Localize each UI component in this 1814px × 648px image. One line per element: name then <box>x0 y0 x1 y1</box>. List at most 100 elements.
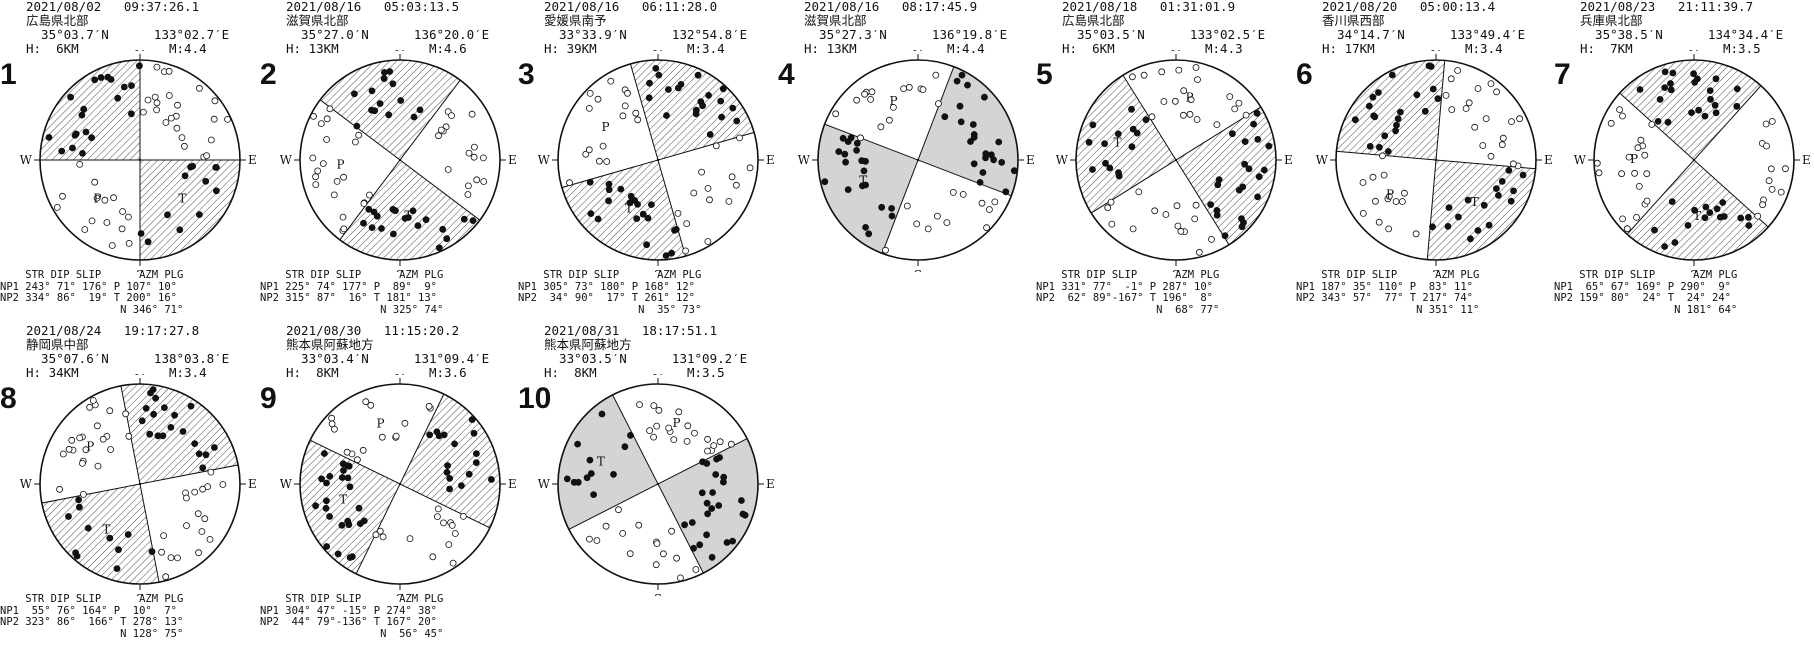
p-axis-label: P <box>1386 188 1394 202</box>
polarity-down <box>340 225 348 233</box>
quadrant-b <box>1594 60 1788 160</box>
polarity-down <box>660 550 667 558</box>
stereonet-plot: N S E W P T <box>798 50 1035 272</box>
polarity-down <box>445 541 453 549</box>
polarity-up <box>1744 213 1752 221</box>
label-north: N <box>135 374 146 378</box>
quadrant-b <box>918 60 1018 211</box>
polarity-down <box>596 157 603 165</box>
nodal-plane-1: NP1 305° 73° 180° P 168° 12° <box>518 280 696 293</box>
polarity-down <box>101 196 109 204</box>
polarity-down <box>692 566 700 573</box>
compression-quadrants <box>300 60 500 260</box>
label-west: W <box>20 477 33 491</box>
polarity-up <box>106 534 114 542</box>
polarity-down <box>1191 215 1199 223</box>
quadrant-b <box>1336 60 1449 160</box>
polarity-up <box>1429 223 1436 231</box>
t-axis-label: T <box>597 455 605 469</box>
polarity-up <box>1668 198 1676 206</box>
event-datetime: 2021/08/30 11:15:20.2 <box>286 323 460 338</box>
polarity-down <box>1479 142 1487 149</box>
mechanism-parameters: STR DIP SLIP AZM PLG NP1 55° 76° 164° P 1… <box>0 593 183 640</box>
polarity-up <box>1421 107 1429 115</box>
label-south: S <box>396 268 404 272</box>
polarity-up <box>146 430 154 438</box>
polarity-up <box>82 128 90 136</box>
polarity-down <box>314 167 322 175</box>
polarity-down <box>674 209 682 217</box>
polarity-up <box>72 549 79 557</box>
polarity-down <box>650 402 658 410</box>
polarity-down <box>615 506 622 514</box>
label-north: N <box>913 50 924 54</box>
polarity-up <box>633 215 641 223</box>
polarity-down <box>1516 115 1524 123</box>
polarity-up <box>212 164 220 171</box>
polarity-down <box>636 401 643 409</box>
polarity-down <box>1194 76 1201 84</box>
event-card: 1 2021/08/02 09:37:26.1 広島県北部 35°03.7′N 13… <box>0 0 260 320</box>
polarity-down <box>99 435 107 443</box>
polarity-up <box>1429 85 1437 93</box>
polarity-up <box>1464 196 1472 204</box>
polarity-down <box>985 206 993 213</box>
polarity-up <box>1254 193 1262 201</box>
polarity-up <box>1690 70 1697 78</box>
polarity-up <box>990 156 998 164</box>
polarity-down <box>1767 165 1775 173</box>
polarity-down <box>933 212 941 220</box>
quadrant-a <box>818 109 918 260</box>
polarity-down <box>1213 121 1221 128</box>
polarity-up <box>708 553 716 561</box>
polarity-down <box>704 238 712 245</box>
event-depth-mag: H: 13KM M:4.4 <box>804 41 985 56</box>
polarity-down <box>650 433 657 441</box>
polarity-up <box>376 100 384 107</box>
polarity-up <box>605 186 613 194</box>
polarity-down <box>877 123 885 131</box>
polarity-down <box>1399 198 1406 205</box>
polarity-up <box>195 450 203 458</box>
polarity-down <box>434 505 442 513</box>
event-location: 35°07.6′N 138°03.8′E <box>26 351 230 366</box>
compression-quadrants <box>40 60 240 260</box>
polarity-down <box>646 427 653 434</box>
polarity-up <box>717 97 725 105</box>
polarity-up <box>323 543 330 550</box>
polarity-down <box>437 126 445 134</box>
polarity-up <box>1720 213 1728 220</box>
polarity-down <box>586 90 594 97</box>
polarity-down <box>675 408 683 416</box>
event-depth-mag: H: 6KM M:4.4 <box>26 41 207 56</box>
polarity-up <box>1733 102 1741 110</box>
polarity-up <box>1434 95 1442 103</box>
stereonet-plot: N S E W P T <box>280 374 517 596</box>
polarity-down <box>1375 218 1383 226</box>
polarity-down <box>91 178 99 186</box>
polarity-up <box>681 521 689 529</box>
polarity-up <box>645 94 653 102</box>
polarity-down <box>182 494 190 502</box>
polarity-up <box>839 134 847 142</box>
polarity-up <box>472 459 480 466</box>
polarity-up <box>167 424 175 431</box>
polarity-down <box>619 529 627 537</box>
polarity-up <box>338 521 346 529</box>
polarity-down <box>180 142 188 150</box>
center-dot <box>916 158 920 162</box>
polarity-up <box>1701 112 1709 120</box>
polarity-down <box>153 63 161 71</box>
p-axis-label: P <box>376 416 384 430</box>
params-header: STR DIP SLIP AZM PLG <box>0 269 184 281</box>
label-east: E <box>248 477 257 491</box>
polarity-down <box>1637 136 1645 144</box>
polarity-down <box>704 184 712 192</box>
mechanism-parameters: STR DIP SLIP AZM PLG NP1 331° 77° -1° P 2… <box>1036 269 1219 316</box>
polarity-up <box>969 121 977 128</box>
polarity-up <box>1737 214 1745 222</box>
polarity-down <box>676 574 684 582</box>
polarity-down <box>706 196 713 204</box>
polarity-up <box>91 76 99 84</box>
nodal-plane-2: NP2 334° 86° 19° T 200° 16° <box>0 292 178 304</box>
